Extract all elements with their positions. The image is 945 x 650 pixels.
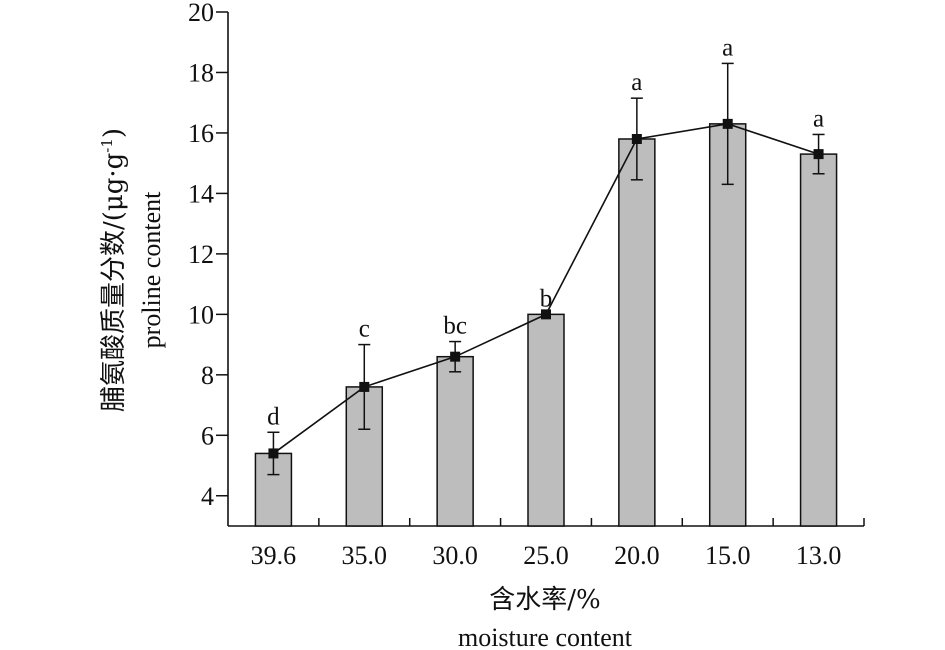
x-axis-label-en: moisture content <box>458 623 633 650</box>
axes: 4 6 8 10 12 14 16 18 20 39.6 35.0 30.0 25.0 20.0 15.0 1… <box>188 0 865 570</box>
bar <box>618 138 656 527</box>
x-tick-label: 25.0 <box>523 541 569 570</box>
y-tick-label: 4 <box>201 482 214 511</box>
y-tick-label: 18 <box>188 58 214 87</box>
x-tick-label: 20.0 <box>614 541 660 570</box>
y-tick-label: 14 <box>188 179 214 208</box>
y-axis-label-close: ) <box>99 128 129 138</box>
significance-label: d <box>267 403 280 430</box>
y-axis-label-sup: -1 <box>98 138 116 153</box>
data-point-marker <box>450 351 461 362</box>
bar <box>799 153 838 527</box>
significance-label: bc <box>443 313 467 340</box>
trend-line <box>268 118 824 459</box>
bar <box>527 313 565 527</box>
y-tick-label: 10 <box>188 300 214 329</box>
x-tick-label: 35.0 <box>342 541 388 570</box>
significance-label: a <box>813 105 824 132</box>
x-tick-label: 15.0 <box>705 541 751 570</box>
x-tick-label: 13.0 <box>796 541 842 570</box>
bar <box>436 355 474 527</box>
data-point-marker <box>631 133 642 144</box>
y-tick-label: 16 <box>188 119 214 148</box>
y-axis-label-cn-main: 脯氨酸质量分数/(μg·g <box>99 153 129 412</box>
y-tick-label: 20 <box>188 0 214 27</box>
x-axis-label-cn: 含水率/% <box>489 585 600 615</box>
data-point-marker <box>541 309 551 320</box>
significance-label: b <box>540 285 553 312</box>
data-point-marker <box>722 118 733 129</box>
bars <box>254 123 838 527</box>
y-tick-label: 12 <box>188 240 214 269</box>
significance-label: c <box>359 316 370 343</box>
data-point-marker <box>359 381 370 392</box>
data-point-marker <box>813 149 824 160</box>
x-tick-label: 39.6 <box>251 541 297 570</box>
y-axis-label-en: proline content <box>137 191 166 348</box>
y-tick-label: 6 <box>201 421 214 450</box>
labels: d c bc b a a a <box>267 34 824 430</box>
y-axis-label-cn: 脯氨酸质量分数/(μg·g-1) <box>98 128 129 412</box>
significance-label: a <box>722 34 733 61</box>
data-point-marker <box>268 448 279 459</box>
y-tick-label: 8 <box>201 361 214 390</box>
x-tick-label: 30.0 <box>432 541 478 570</box>
significance-label: a <box>631 69 642 96</box>
